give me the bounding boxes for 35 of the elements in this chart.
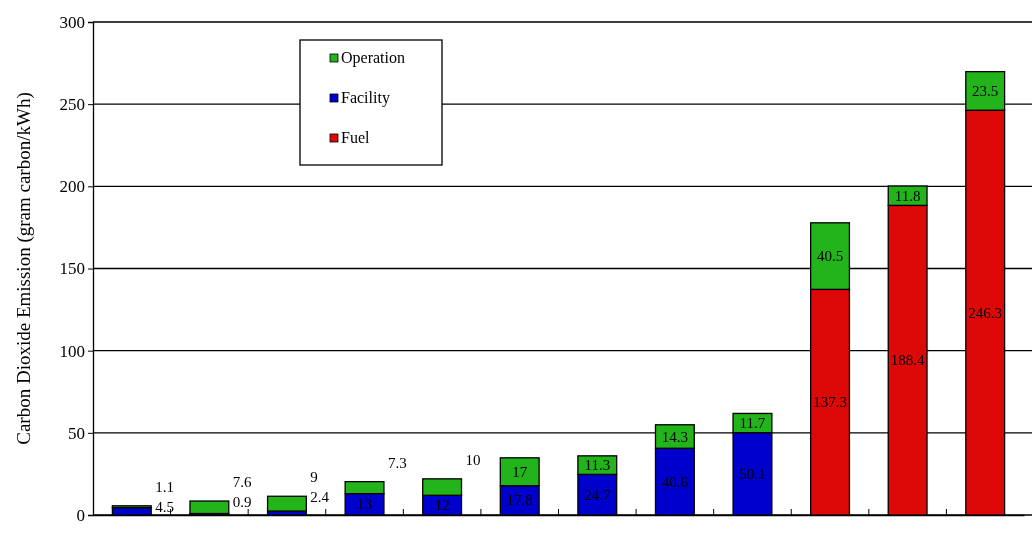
data-label: 137.3 [813,394,847,411]
data-label: 14.3 [661,428,688,445]
data-label: 40.5 [816,248,844,265]
data-label: 0.9 [232,494,252,511]
data-label: 10 [465,451,481,468]
data-label: 11.8 [894,187,921,204]
y-tick-label: 250 [59,95,85,115]
data-label: 11.7 [739,415,766,432]
data-label: 40.6 [661,473,689,490]
y-tick-label: 200 [59,177,85,197]
data-label: 12 [434,497,450,514]
data-label: 2.4 [310,489,330,506]
data-label: 7.3 [387,454,407,471]
data-label: 1.1 [155,478,174,495]
data-label: 4.5 [155,498,174,515]
data-label: 17.8 [506,492,533,509]
legend-label: Fuel [341,129,370,146]
data-label: 50.1 [739,465,766,482]
data-label: 13 [357,496,373,513]
data-label: 9 [310,469,318,486]
data-label: 7.6 [232,474,253,491]
y-tick-label: 0 [76,505,85,525]
y-tick-label: 300 [59,12,85,32]
data-label: 24.7 [584,486,611,503]
data-label: 23.5 [972,82,999,99]
data-label: 188.4 [890,352,925,369]
legend-label: Operation [341,49,405,67]
data-label: 17 [512,463,528,480]
data-label: 246.3 [968,304,1003,321]
y-tick-label: 100 [59,341,85,361]
legend-label: Facility [341,89,390,107]
y-tick-label: 50 [68,423,85,443]
data-label: 11.3 [584,457,611,474]
y-tick-label: 150 [59,259,85,279]
y-axis-title: Carbon Dioxide Emission (gram carbon/kWh) [13,92,35,445]
